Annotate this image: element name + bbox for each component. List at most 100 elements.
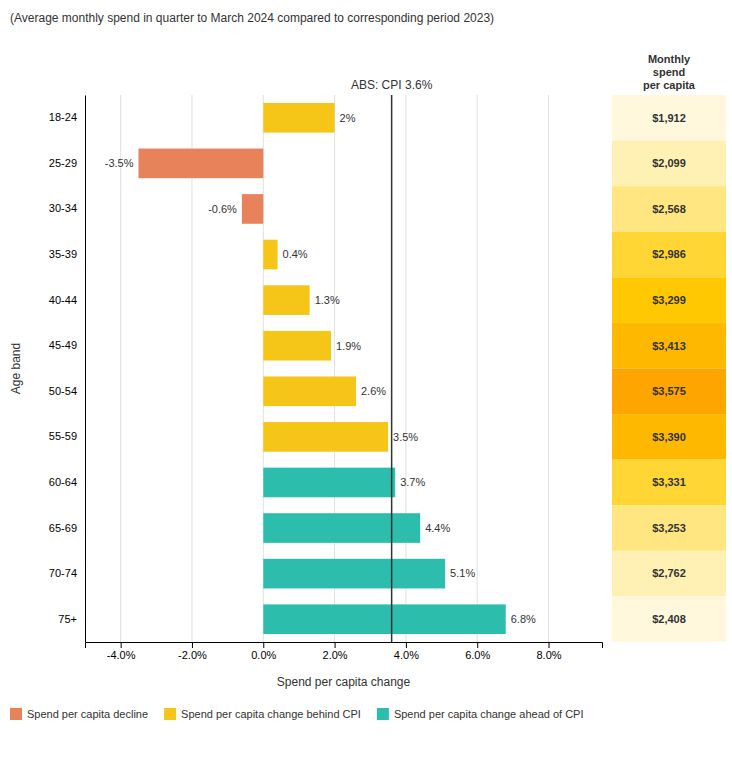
- y-tick-label: 30-34: [49, 202, 77, 214]
- legend-label: Spend per capita decline: [27, 708, 148, 720]
- grid-line: [477, 95, 478, 642]
- data-label: 3.5%: [393, 431, 418, 443]
- y-tick: 50-54: [49, 385, 77, 397]
- side-box: [612, 505, 726, 551]
- x-tick-label: 4.0%: [394, 649, 419, 661]
- side-column-title-line: Monthly: [648, 53, 691, 65]
- side-box: [612, 141, 726, 187]
- data-label: 4.4%: [425, 522, 450, 534]
- y-tick-label: 18-24: [49, 111, 77, 123]
- y-tick: 40-44: [49, 294, 77, 306]
- x-tick-mark: [263, 642, 264, 648]
- legend-item: Spend per capita change ahead of CPI: [377, 708, 584, 720]
- x-axis-line: [86, 643, 603, 649]
- side-box: [612, 551, 726, 597]
- bar: [263, 103, 334, 133]
- bar: [263, 285, 309, 315]
- data-label: -0.6%: [208, 203, 237, 215]
- side-box: [612, 232, 726, 278]
- side-box: [612, 95, 726, 141]
- y-axis: 18-24 25-29 30-34 35-39 40-44 45-49 50-54 55-59…: [49, 96, 86, 643]
- data-label: 0.4%: [283, 248, 308, 260]
- data-label: 6.8%: [511, 613, 536, 625]
- data-label: -3.5%: [105, 157, 134, 169]
- side-label: $3,331: [652, 476, 686, 488]
- x-tick: 4.0%: [394, 642, 419, 661]
- y-tick-label: 45-49: [49, 339, 77, 351]
- reference-label: ABS: CPI 3.6%: [351, 78, 433, 92]
- side-label: $2,408: [652, 613, 686, 625]
- data-labels: 2%-3.5%-0.6%0.4%1.3%1.9%2.6%3.5%3.7%4.4%…: [105, 112, 536, 625]
- grid: [121, 95, 549, 642]
- bar: [263, 604, 505, 634]
- x-tick-mark: [549, 642, 550, 648]
- x-tick-label: -4.0%: [107, 649, 136, 661]
- y-tick-label: 60-64: [49, 476, 77, 488]
- bar: [263, 513, 420, 543]
- bar: [242, 194, 263, 224]
- x-axis: -4.0%-2.0%0.0%2.0%4.0%6.0%8.0%: [86, 642, 603, 661]
- legend-swatch: [377, 708, 389, 720]
- y-tick-label: 75+: [58, 613, 77, 625]
- x-tick: 8.0%: [536, 642, 561, 661]
- side-label: $3,575: [652, 385, 686, 397]
- annotations: ABS: CPI 3.6%: [351, 78, 433, 642]
- side-label: $3,299: [652, 294, 686, 306]
- data-label: 2.6%: [361, 385, 386, 397]
- bar: [138, 149, 263, 179]
- legend-swatch: [164, 708, 176, 720]
- x-tick: -2.0%: [178, 642, 207, 661]
- chart: -4.0%-2.0%0.0%2.0%4.0%6.0%8.0%18-2425-29…: [0, 0, 732, 762]
- grid-line: [120, 95, 121, 642]
- y-tick: 45-49: [49, 339, 77, 351]
- x-tick-mark: [335, 642, 336, 648]
- data-label: 5.1%: [450, 567, 475, 579]
- side-column-title-line: spend: [653, 66, 685, 78]
- bar: [263, 376, 356, 406]
- side-label: $3,390: [652, 431, 686, 443]
- side-label: $3,413: [652, 340, 686, 352]
- x-tick-mark: [406, 642, 407, 648]
- data-label: 2%: [340, 112, 356, 124]
- y-tick-label: 50-54: [49, 385, 77, 397]
- title: (Average monthly spend in quarter to Mar…: [10, 11, 494, 25]
- bar: [263, 468, 395, 498]
- data-label: 1.9%: [336, 340, 361, 352]
- x-tick-mark: [121, 642, 122, 648]
- side-column: $1,912 $2,099 $2,568 $2,986 $3,299 $3,413 $3,5…: [612, 95, 726, 642]
- bar: [263, 240, 277, 270]
- side-label: $2,099: [652, 157, 686, 169]
- side-label: $1,912: [652, 112, 686, 124]
- bar: [263, 422, 388, 452]
- y-tick: 35-39: [49, 248, 77, 260]
- legend: Spend per capita decline Spend per capita…: [10, 708, 584, 720]
- y-tick: 55-59: [49, 430, 77, 442]
- y-axis-line: [85, 96, 86, 643]
- reference-line: [391, 95, 393, 642]
- x-tick-label: 6.0%: [465, 649, 490, 661]
- x-tick: 0.0%: [251, 642, 276, 661]
- y-tick-label: 25-29: [49, 157, 77, 169]
- y-tick: 60-64: [49, 476, 77, 488]
- y-tick: 30-34: [49, 202, 77, 214]
- y-tick-label: 40-44: [49, 294, 77, 306]
- side-box: [612, 460, 726, 506]
- bar: [263, 331, 331, 361]
- side-box: [612, 369, 726, 415]
- side-column-title: Monthlyspendper capita: [643, 53, 696, 91]
- y-tick-label: 35-39: [49, 248, 77, 260]
- y-tick: 70-74: [49, 567, 77, 579]
- x-tick-mark: [477, 642, 478, 648]
- y-tick: 18-24: [49, 111, 77, 123]
- side-label: $2,568: [652, 203, 686, 215]
- y-tick-label: 55-59: [49, 430, 77, 442]
- side-label: $2,986: [652, 248, 686, 260]
- x-tick: -4.0%: [107, 642, 136, 661]
- x-tick: 6.0%: [465, 642, 490, 661]
- plot-area: -4.0%-2.0%0.0%2.0%4.0%6.0%8.0%18-2425-29…: [49, 78, 603, 661]
- y-tick-label: 65-69: [49, 522, 77, 534]
- side-label: $3,253: [652, 522, 686, 534]
- legend-label: Spend per capita change behind CPI: [181, 708, 361, 720]
- y-tick: 25-29: [49, 157, 77, 169]
- grid-line: [548, 95, 549, 642]
